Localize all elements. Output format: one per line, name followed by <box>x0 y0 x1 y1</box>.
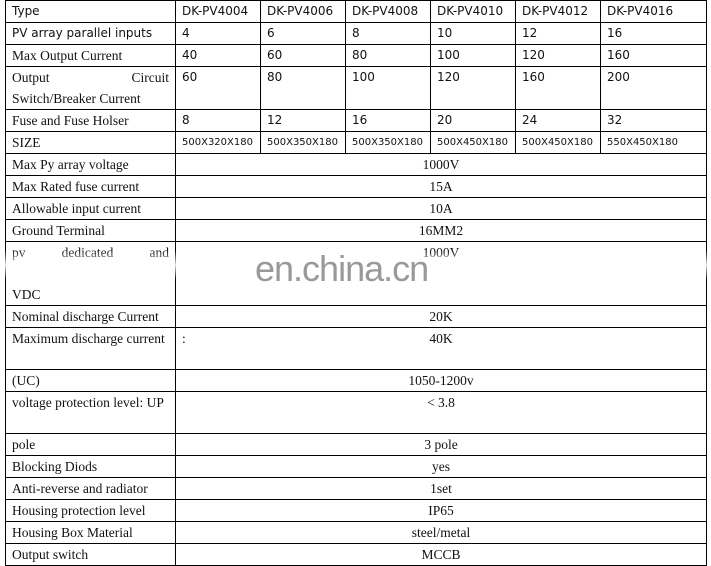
common-value: < 3.8 <box>175 391 707 434</box>
cell: 60 <box>260 44 346 67</box>
table-row: (UC) 1050-1200v <box>5 369 707 392</box>
row-label: PV array parallel inputs <box>5 22 176 45</box>
common-value: MCCB <box>175 543 707 566</box>
model-header: DK-PV4016 <box>600 0 707 23</box>
cell: 80 <box>345 44 431 67</box>
row-label: Housing protection level <box>5 499 176 522</box>
table-row: Anti-reverse and radiator 1set <box>5 477 707 500</box>
cell: 8 <box>345 22 431 45</box>
common-value: 3 pole <box>175 433 707 456</box>
cell: 550X450X180 <box>600 131 707 154</box>
common-value: 16MM2 <box>175 219 707 242</box>
row-label: Maximum discharge current <box>5 327 176 370</box>
cell: 20 <box>430 109 516 132</box>
common-value: yes <box>175 455 707 478</box>
cell: 12 <box>515 22 601 45</box>
cell: 100 <box>430 44 516 67</box>
table-row: Blocking Diods yes <box>5 455 707 478</box>
cell: 24 <box>515 109 601 132</box>
cell: 80 <box>260 66 346 110</box>
cell: 500X450X180 <box>515 131 601 154</box>
common-value: 1000V <box>175 153 707 176</box>
watermark-blur <box>0 250 711 280</box>
common-value: 10A <box>175 197 707 220</box>
cell: 8 <box>175 109 261 132</box>
cell: 500X350X180 <box>345 131 431 154</box>
row-label: SIZE <box>5 131 176 154</box>
row-label: Output switch <box>5 543 176 566</box>
table-row: Allowable input current 10A <box>5 197 707 220</box>
table-row: Nominal discharge Current 20K <box>5 305 707 328</box>
cell: 6 <box>260 22 346 45</box>
cell: 40 <box>175 44 261 67</box>
row-label: voltage protection level: UP <box>5 391 176 434</box>
type-header: Type <box>5 0 176 23</box>
cell: 12 <box>260 109 346 132</box>
row-label: Allowable input current <box>5 197 176 220</box>
table-row: Fuse and Fuse Holser 8 12 16 20 24 32 <box>5 109 707 132</box>
cell: 160 <box>515 66 601 110</box>
cell: 16 <box>345 109 431 132</box>
cell: 500X350X180 <box>260 131 346 154</box>
common-value: IP65 <box>175 499 707 522</box>
common-value: 1set <box>175 477 707 500</box>
row-label: Max Rated fuse current <box>5 175 176 198</box>
model-header: DK-PV4008 <box>345 0 431 23</box>
cell: 10 <box>430 22 516 45</box>
common-value: 1050-1200v <box>175 369 707 392</box>
model-header: DK-PV4006 <box>260 0 346 23</box>
table-row: SIZE 500X320X180 500X350X180 500X350X180 50… <box>5 131 707 154</box>
table-row: Maximum discharge current: 40K <box>5 327 707 370</box>
table-row: Max Py array voltage 1000V <box>5 153 707 176</box>
model-header: DK-PV4012 <box>515 0 601 23</box>
common-value: 15A <box>175 175 707 198</box>
cell: 100 <box>345 66 431 110</box>
table-row: PV array parallel inputs 4 6 8 10 12 16 <box>5 22 707 45</box>
row-label: Anti-reverse and radiator <box>5 477 176 500</box>
cell: 160 <box>600 44 707 67</box>
cell: 120 <box>515 44 601 67</box>
row-label: (UC) <box>5 369 176 392</box>
value-text: 40K <box>429 331 453 346</box>
cell: 60 <box>175 66 261 110</box>
row-label: Blocking Diods <box>5 455 176 478</box>
table-row: Max Rated fuse current 15A <box>5 175 707 198</box>
cell: 500X450X180 <box>430 131 516 154</box>
table-row: Max Output Current 40 60 80 100 120 160 <box>5 44 707 67</box>
value-prefix: : <box>182 331 186 346</box>
row-label-line: VDC <box>12 287 41 302</box>
common-value: : 40K <box>175 327 707 370</box>
cell: 4 <box>175 22 261 45</box>
table-row: Output switch MCCB <box>5 543 707 566</box>
row-label: Max Py array voltage <box>5 153 176 176</box>
row-label: Fuse and Fuse Holser <box>5 109 176 132</box>
row-label: Housing Box Material <box>5 521 176 544</box>
row-label: Max Output Current <box>5 44 176 67</box>
watermark: en.china.cn <box>255 248 429 289</box>
table-row: voltage protection level: UP < 3.8 <box>5 391 707 434</box>
cell: 16 <box>600 22 707 45</box>
row-label: Nominal discharge Current <box>5 305 176 328</box>
spec-table: Type DK-PV4004 DK-PV4006 DK-PV4008 DK-PV… <box>5 0 707 566</box>
cell: 32 <box>600 109 707 132</box>
table-row: Housing Box Material steel/metal <box>5 521 707 544</box>
model-header: DK-PV4004 <box>175 0 261 23</box>
table-row: Output Circuit Switch/Breaker Current 60… <box>5 66 707 110</box>
table-row: pole 3 pole <box>5 433 707 456</box>
cell: 200 <box>600 66 707 110</box>
table-row: Housing protection level IP65 <box>5 499 707 522</box>
common-value: 20K <box>175 305 707 328</box>
row-label: Ground Terminal <box>5 219 176 242</box>
common-value: steel/metal <box>175 521 707 544</box>
header-row: Type DK-PV4004 DK-PV4006 DK-PV4008 DK-PV… <box>5 0 707 23</box>
cell: 120 <box>430 66 516 110</box>
cell: 500X320X180 <box>175 131 261 154</box>
table-row: Ground Terminal 16MM2 <box>5 219 707 242</box>
model-header: DK-PV4010 <box>430 0 516 23</box>
row-label: pole <box>5 433 176 456</box>
row-label: Output Circuit Switch/Breaker Current <box>5 66 176 110</box>
